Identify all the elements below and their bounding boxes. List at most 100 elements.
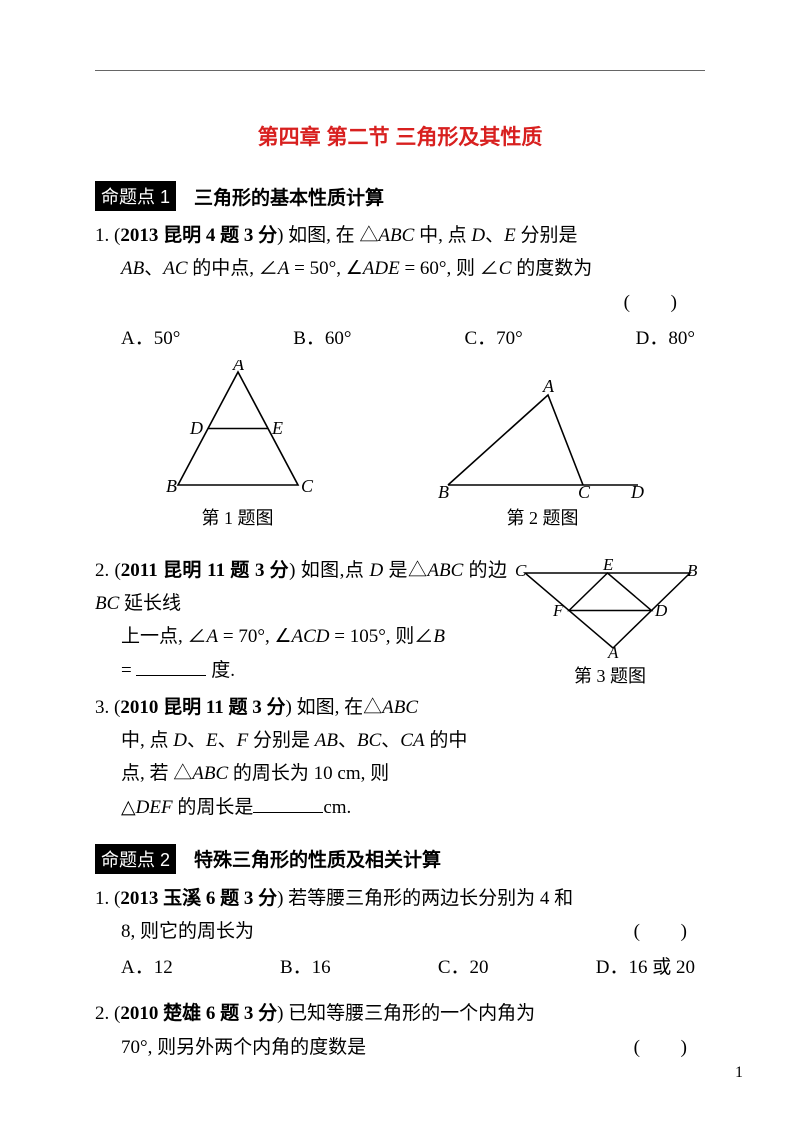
t1-q2-b3: 的边 xyxy=(463,560,507,581)
t1-q3-l4b: 的周长是 xyxy=(173,797,254,818)
t1-q3-l2b: 分别是 xyxy=(248,730,315,751)
t1-q3-s2: 、 xyxy=(218,730,237,751)
t1-q3-l3a: 点, 若 △ xyxy=(121,763,192,784)
t2-q2-paren: ( ) xyxy=(634,1031,705,1064)
t2-q2: 2. (2010 楚雄 6 题 3 分) 已知等腰三角形的一个内角为 70°, … xyxy=(95,997,705,1064)
t1-q3-l2a: 中, 点 xyxy=(121,730,173,751)
t1-q3-prefix: 3. ( xyxy=(95,697,120,718)
page-title: 第四章 第二节 三角形及其性质 xyxy=(95,121,705,151)
t1-q2-blank xyxy=(136,675,206,676)
t1-q1-ab: AB xyxy=(121,258,144,279)
t2-q1: 1. (2013 玉溪 6 题 3 分) 若等腰三角形的两边长分别为 4 和 8… xyxy=(95,882,705,949)
t2-q2-l2: 70°, 则另外两个内角的度数是 xyxy=(121,1037,366,1058)
t1-q2-prefix: 2. ( xyxy=(95,560,121,581)
t1-q3-s4: 、 xyxy=(381,730,400,751)
fig2-D: D xyxy=(630,482,644,500)
t1-q1-d: D xyxy=(471,225,485,246)
t1-q3-f: F xyxy=(237,730,249,751)
t1-q1-a: A xyxy=(278,258,290,279)
topic-tag-1: 命题点 1 xyxy=(95,181,176,211)
t1-q2-bc: BC xyxy=(95,593,119,614)
t1-q1-prefix: 1. ( xyxy=(95,225,120,246)
t1-q3-s3: 、 xyxy=(338,730,357,751)
fig1-D: D xyxy=(189,418,203,438)
t1-q1-eq2: = 60°, 则 ∠ xyxy=(400,258,499,279)
t1-q2-eq2: = 105°, 则∠ xyxy=(329,626,433,647)
fig3-E: E xyxy=(602,558,614,574)
t1-q1-l2c: 的中点, ∠ xyxy=(188,258,278,279)
t2-q1-l2: 8, 则它的周长为 xyxy=(121,921,254,942)
page-number: 1 xyxy=(735,1064,743,1082)
t2-q1-optC: C．20 xyxy=(438,952,489,979)
t1-q1-e: E xyxy=(504,225,516,246)
t1-q1-optD: D．80° xyxy=(636,323,695,350)
fig3-F: F xyxy=(552,601,564,620)
t1-q2-source: 2011 昆明 11 题 3 分 xyxy=(121,560,289,581)
fig1-A: A xyxy=(232,360,245,374)
fig2-A: A xyxy=(542,380,555,396)
t1-q2-d: D xyxy=(370,560,384,581)
t1-q1-optA: A．50° xyxy=(121,323,180,350)
figure-2: A B C D 第 2 题图 xyxy=(433,380,653,530)
t1-q3-abc2: ABC xyxy=(192,763,228,784)
fig2-C: C xyxy=(578,482,591,500)
fig3-B: B xyxy=(687,561,698,580)
t2-q2-source: 2010 楚雄 6 题 3 分 xyxy=(120,1003,277,1024)
t1-q3-source: 2010 昆明 11 题 3 分 xyxy=(120,697,285,718)
t2-q1-optD: D．16 或 20 xyxy=(596,952,695,979)
t1-q1-source: 2013 昆明 4 题 3 分 xyxy=(120,225,277,246)
t1-q1-ac: AC xyxy=(163,258,187,279)
t2-q1-optA: A．12 xyxy=(121,952,173,979)
t1-q3-def: DEF xyxy=(136,797,173,818)
topic-title-1: 三角形的基本性质计算 xyxy=(194,183,384,210)
t1-q2-b4: 延长线 xyxy=(119,593,181,614)
t1-q3-l3b: 的周长为 10 cm, 则 xyxy=(228,763,389,784)
topic-title-2: 特殊三角形的性质及相关计算 xyxy=(194,845,441,872)
t1-q1-sep1: 、 xyxy=(485,225,504,246)
t1-q2-l3b: 度. xyxy=(211,660,235,681)
t1-q2-l2a: 上一点, ∠ xyxy=(121,626,207,647)
fig1-C: C xyxy=(301,476,314,496)
t1-q1-l2d: 的度数为 xyxy=(511,258,592,279)
t1-q3-l2c: 的中 xyxy=(425,730,468,751)
t1-q1-eq1: = 50°, ∠ xyxy=(289,258,362,279)
fig3-C: C xyxy=(515,561,527,580)
fig1-B: B xyxy=(166,476,177,496)
t2-q1-b1: ) 若等腰三角形的两边长分别为 4 和 xyxy=(277,888,573,909)
t1-q1-ade: ADE xyxy=(363,258,400,279)
t1-q3-d: D xyxy=(173,730,187,751)
t1-q1-abc: ABC xyxy=(378,225,414,246)
t2-q1-paren: ( ) xyxy=(634,915,705,948)
t1-q1-b1: ) 如图, 在 △ xyxy=(277,225,378,246)
t2-q1-source: 2013 玉溪 6 题 3 分 xyxy=(120,888,277,909)
t1-q2-b: B xyxy=(433,626,445,647)
t1-q1-options: A．50° B．60° C．70° D．80° xyxy=(95,323,705,350)
t1-q1-b3: 分别是 xyxy=(516,225,578,246)
fig3-caption: 第 3 题图 xyxy=(515,662,705,688)
t1-q2-abc: ABC xyxy=(427,560,463,581)
t1-q3-blank xyxy=(253,812,323,813)
t1-q3-ca: CA xyxy=(400,730,424,751)
t1-q1-c: C xyxy=(499,258,512,279)
figures-row-1: A B C D E 第 1 题图 A B C D xyxy=(95,360,705,530)
t1-q3-bc: BC xyxy=(357,730,381,751)
t2-q2-b1: ) 已知等腰三角形的一个内角为 xyxy=(277,1003,535,1024)
t1-q3-s1: 、 xyxy=(187,730,206,751)
fig3-D: D xyxy=(654,601,668,620)
t1-q2-l3a: = xyxy=(121,660,136,681)
t2-q1-prefix: 1. ( xyxy=(95,888,120,909)
t1-q3-l4a: △ xyxy=(121,797,136,818)
fig1-E: E xyxy=(271,418,283,438)
t1-q2-eq1: = 70°, ∠ xyxy=(218,626,291,647)
fig2-B: B xyxy=(438,482,449,500)
t1-q3-l4c: cm. xyxy=(323,797,351,818)
topic-2-header: 命题点 2 特殊三角形的性质及相关计算 xyxy=(95,844,705,874)
t1-q1-b2: 中, 点 xyxy=(414,225,471,246)
t1-q1: 1. (2013 昆明 4 题 3 分) 如图, 在 △ABC 中, 点 D、E… xyxy=(95,219,705,319)
t1-q2-a: A xyxy=(207,626,219,647)
t1-q2-b2: 是△ xyxy=(383,560,427,581)
t1-q2-b1: ) 如图,点 xyxy=(289,560,369,581)
t1-q2-acd: ACD xyxy=(291,626,329,647)
t2-q1-optB: B．16 xyxy=(280,952,331,979)
t1-q1-optC: C．70° xyxy=(464,323,522,350)
